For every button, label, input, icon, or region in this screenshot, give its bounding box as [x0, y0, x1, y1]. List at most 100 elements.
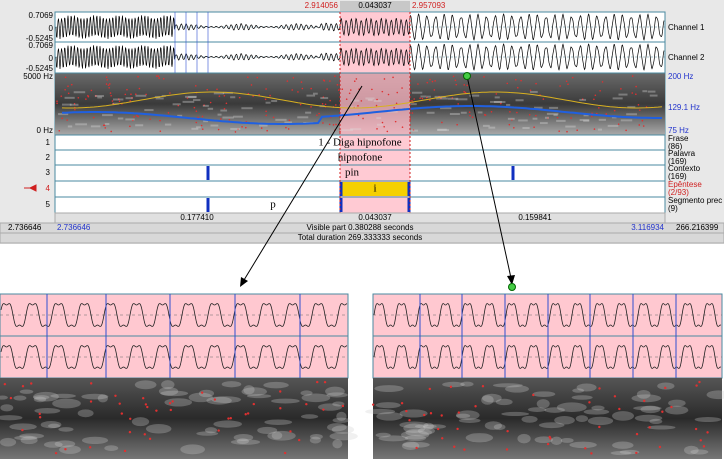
- formant-dot: [3, 382, 7, 386]
- visible-start[interactable]: 2.736646: [57, 223, 91, 232]
- formant-dot: [594, 94, 597, 97]
- energy: [505, 385, 529, 393]
- energy: [284, 121, 293, 124]
- formant-dot: [371, 403, 375, 406]
- formant-dot: [286, 80, 289, 82]
- formant-dot: [336, 83, 339, 86]
- formant-dot: [471, 116, 474, 119]
- energy: [117, 117, 124, 120]
- energy: [377, 123, 384, 126]
- energy: [576, 383, 597, 392]
- energy: [14, 435, 38, 441]
- energy: [620, 119, 633, 122]
- energy: [631, 394, 662, 403]
- energy: [373, 99, 382, 102]
- energy: [191, 127, 199, 130]
- energy: [58, 427, 74, 432]
- energy: [217, 113, 222, 116]
- formant-dot: [56, 100, 58, 103]
- formant-dot: [323, 380, 327, 384]
- formant-dot: [60, 95, 63, 97]
- energy: [456, 410, 480, 421]
- energy: [571, 395, 593, 400]
- formant-dot: [546, 442, 550, 446]
- formant-dot: [695, 384, 698, 387]
- duration[interactable]: 0.177410: [180, 213, 214, 222]
- formant-dot: [453, 445, 456, 448]
- zoom-spectrogram-left: [0, 378, 348, 459]
- energy: [597, 128, 602, 131]
- formant-dot: [105, 83, 108, 85]
- formant-dot: [332, 124, 335, 126]
- formant-dot: [158, 77, 161, 79]
- energy: [572, 388, 585, 393]
- waveform: [0, 303, 348, 327]
- energy: [649, 94, 658, 97]
- formant-dot: [229, 417, 232, 420]
- formant-dot: [110, 130, 112, 133]
- formant-dot: [483, 76, 485, 78]
- energy: [626, 113, 637, 116]
- energy: [465, 433, 494, 443]
- window-start[interactable]: 2.736646: [8, 223, 42, 232]
- energy: [647, 90, 656, 93]
- formant-dot: [426, 81, 429, 84]
- formant-dot: [111, 100, 114, 102]
- energy: [75, 123, 88, 126]
- marker: [508, 283, 516, 291]
- formant-dot: [145, 93, 147, 96]
- duration[interactable]: 0.043037: [358, 213, 392, 222]
- energy: [518, 119, 528, 122]
- duration[interactable]: 0.159841: [518, 213, 552, 222]
- energy: [492, 383, 523, 388]
- tier-name: Palavra: [668, 149, 696, 158]
- formant-dot: [401, 126, 404, 128]
- energy: [583, 114, 589, 117]
- total-bar: [0, 232, 724, 244]
- energy: [305, 111, 312, 114]
- formant-dot: [334, 75, 336, 78]
- energy: [556, 119, 566, 122]
- formant-dot: [38, 412, 41, 416]
- energy: [534, 106, 543, 109]
- formant-dot: [413, 98, 415, 100]
- formant-dot: [613, 109, 616, 112]
- energy: [460, 111, 467, 114]
- formant-dot: [405, 409, 408, 413]
- energy: [440, 107, 452, 110]
- formant-dot: [129, 125, 131, 128]
- energy: [188, 392, 213, 403]
- formant-dot: [516, 111, 518, 114]
- formant-dot: [131, 97, 133, 99]
- formant-dot: [694, 427, 698, 431]
- zoom-detail: [0, 294, 724, 456]
- formant-dot: [638, 124, 641, 126]
- visible-part[interactable]: Visible part 0.380288 seconds: [306, 223, 413, 232]
- energy: [536, 399, 550, 409]
- formant-dot: [532, 393, 535, 397]
- energy: [271, 100, 278, 103]
- visible-end[interactable]: 3.116934: [631, 223, 664, 232]
- energy: [332, 439, 343, 449]
- selection-end: 2.957093: [412, 1, 446, 10]
- energy: [522, 126, 530, 129]
- pitch-track: [61, 105, 662, 125]
- window-end[interactable]: 266.216399: [676, 223, 719, 232]
- total-duration[interactable]: Total duration 269.333333 seconds: [298, 233, 423, 242]
- energy: [348, 106, 357, 109]
- channel-name: Channel 1: [668, 23, 705, 32]
- energy: [411, 91, 423, 94]
- energy: [327, 423, 347, 432]
- formant-dot: [287, 128, 290, 130]
- formant-dot: [21, 428, 24, 432]
- formant-dot: [335, 123, 337, 126]
- formant-dot: [138, 87, 141, 90]
- energy: [694, 417, 722, 423]
- interval-text: pin: [345, 167, 360, 179]
- formant-dot: [613, 395, 617, 398]
- energy: [104, 123, 110, 126]
- energy: [549, 106, 559, 109]
- energy: [0, 395, 8, 400]
- formant-dot: [265, 88, 267, 90]
- formant-dot: [220, 118, 222, 120]
